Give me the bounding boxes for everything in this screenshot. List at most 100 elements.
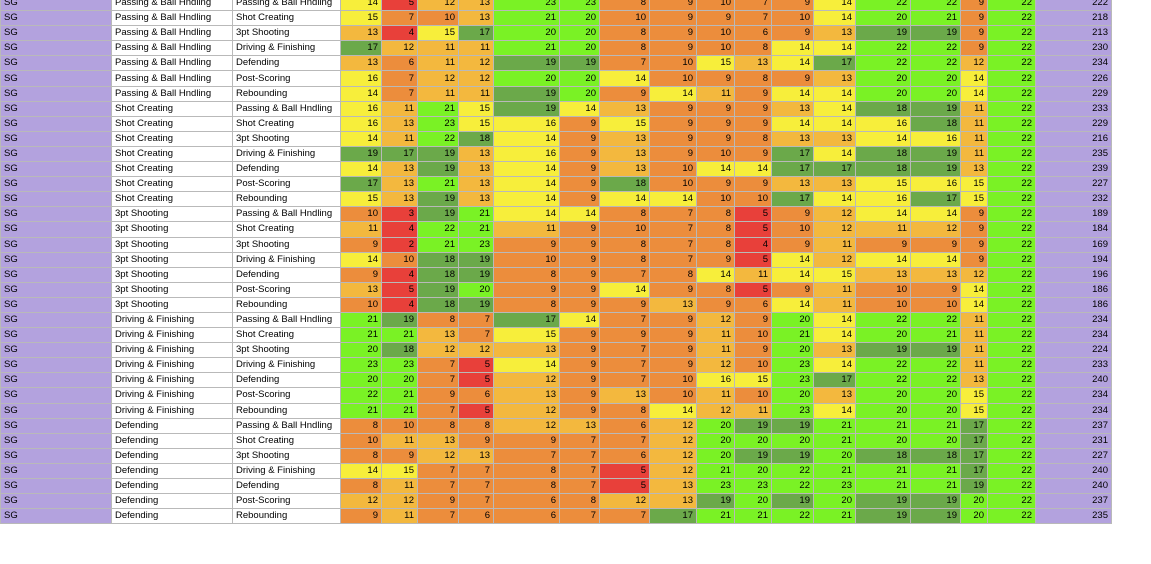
rating-cell[interactable]: 21 — [458, 221, 494, 238]
rating-cell[interactable]: 14 — [696, 266, 735, 283]
rating-cell[interactable]: 9 — [559, 115, 600, 132]
rating-cell[interactable]: 18 — [381, 342, 418, 359]
rating-cell[interactable]: 14 — [910, 251, 961, 268]
total-cell[interactable]: 213 — [1035, 25, 1112, 42]
position-cell[interactable]: SG — [0, 161, 112, 178]
build-primary-cell[interactable]: Defending — [111, 417, 233, 434]
rating-cell[interactable]: 22 — [910, 0, 961, 12]
rating-cell[interactable]: 12 — [417, 70, 459, 87]
rating-cell[interactable]: 12 — [649, 462, 697, 480]
build-secondary-cell[interactable]: Driving & Finishing — [232, 145, 341, 163]
rating-cell[interactable]: 7 — [649, 251, 697, 268]
rating-cell[interactable]: 8 — [734, 70, 772, 87]
rating-cell[interactable]: 7 — [417, 357, 459, 374]
rating-cell[interactable]: 22 — [987, 266, 1036, 283]
rating-cell[interactable]: 21 — [910, 417, 961, 434]
position-cell[interactable]: SG — [0, 145, 112, 163]
rating-cell[interactable]: 11 — [734, 266, 772, 283]
rating-cell[interactable]: 22 — [987, 342, 1036, 359]
rating-cell[interactable]: 11 — [960, 357, 988, 374]
rating-cell[interactable]: 9 — [493, 281, 560, 298]
rating-cell[interactable]: 14 — [813, 191, 856, 208]
build-primary-cell[interactable]: 3pt Shooting — [111, 221, 233, 238]
rating-cell[interactable]: 20 — [340, 342, 382, 359]
rating-cell[interactable]: 9 — [910, 236, 961, 253]
rating-cell[interactable]: 17 — [960, 417, 988, 434]
rating-cell[interactable]: 20 — [855, 85, 911, 102]
rating-cell[interactable]: 12 — [696, 357, 735, 374]
rating-cell[interactable]: 11 — [381, 130, 418, 147]
rating-cell[interactable]: 22 — [987, 100, 1036, 117]
rating-cell[interactable]: 16 — [340, 115, 382, 132]
rating-cell[interactable]: 10 — [649, 176, 697, 193]
rating-cell[interactable]: 11 — [696, 387, 735, 404]
rating-cell[interactable]: 19 — [493, 85, 560, 102]
rating-cell[interactable]: 14 — [771, 115, 814, 132]
rating-cell[interactable]: 12 — [599, 493, 650, 510]
rating-cell[interactable]: 14 — [734, 161, 772, 178]
rating-cell[interactable]: 18 — [417, 296, 459, 313]
rating-cell[interactable]: 19 — [771, 417, 814, 434]
total-cell[interactable]: 235 — [1035, 145, 1112, 163]
rating-cell[interactable]: 11 — [417, 55, 459, 72]
rating-cell[interactable]: 9 — [696, 100, 735, 117]
rating-cell[interactable]: 10 — [696, 40, 735, 57]
rating-cell[interactable]: 22 — [855, 372, 911, 389]
rating-cell[interactable]: 6 — [493, 493, 560, 510]
rating-cell[interactable]: 16 — [855, 191, 911, 208]
rating-cell[interactable]: 14 — [855, 130, 911, 147]
rating-cell[interactable]: 13 — [599, 161, 650, 178]
build-primary-cell[interactable]: 3pt Shooting — [111, 251, 233, 268]
rating-cell[interactable]: 9 — [493, 236, 560, 253]
rating-cell[interactable]: 5 — [734, 281, 772, 298]
rating-cell[interactable]: 5 — [599, 477, 650, 495]
build-primary-cell[interactable]: Shot Creating — [111, 115, 233, 132]
rating-cell[interactable]: 14 — [771, 85, 814, 102]
rating-cell[interactable]: 22 — [987, 432, 1036, 449]
rating-cell[interactable]: 8 — [599, 402, 650, 419]
rating-cell[interactable]: 22 — [987, 85, 1036, 102]
rating-cell[interactable]: 12 — [493, 417, 560, 434]
rating-cell[interactable]: 19 — [417, 191, 459, 208]
rating-cell[interactable]: 22 — [771, 508, 814, 525]
rating-cell[interactable]: 23 — [381, 357, 418, 374]
build-secondary-cell[interactable]: Passing & Ball Hndling — [232, 311, 341, 329]
rating-cell[interactable]: 17 — [381, 145, 418, 163]
build-primary-cell[interactable]: Driving & Finishing — [111, 372, 233, 389]
rating-cell[interactable]: 20 — [696, 417, 735, 434]
rating-cell[interactable]: 8 — [493, 477, 560, 495]
rating-cell[interactable]: 19 — [696, 493, 735, 510]
rating-cell[interactable]: 5 — [458, 402, 494, 419]
rating-cell[interactable]: 18 — [458, 130, 494, 147]
rating-cell[interactable]: 10 — [696, 0, 735, 12]
rating-cell[interactable]: 22 — [987, 176, 1036, 193]
rating-cell[interactable]: 9 — [559, 281, 600, 298]
build-secondary-cell[interactable]: Shot Creating — [232, 115, 341, 132]
position-cell[interactable]: SG — [0, 462, 112, 480]
rating-cell[interactable]: 22 — [987, 130, 1036, 147]
rating-cell[interactable]: 10 — [734, 357, 772, 374]
build-primary-cell[interactable]: Passing & Ball Hndling — [111, 70, 233, 87]
rating-cell[interactable]: 12 — [458, 55, 494, 72]
rating-cell[interactable]: 21 — [855, 417, 911, 434]
rating-cell[interactable]: 21 — [813, 508, 856, 525]
rating-cell[interactable]: 13 — [458, 145, 494, 163]
rating-cell[interactable]: 7 — [417, 477, 459, 495]
rating-cell[interactable]: 9 — [417, 387, 459, 404]
rating-cell[interactable]: 17 — [458, 25, 494, 42]
rating-cell[interactable]: 9 — [734, 100, 772, 117]
rating-cell[interactable]: 20 — [734, 462, 772, 480]
rating-cell[interactable]: 20 — [855, 387, 911, 404]
position-cell[interactable]: SG — [0, 281, 112, 298]
position-cell[interactable]: SG — [0, 493, 112, 510]
build-secondary-cell[interactable]: Driving & Finishing — [232, 251, 341, 268]
rating-cell[interactable]: 14 — [813, 327, 856, 344]
rating-cell[interactable]: 22 — [855, 311, 911, 329]
rating-cell[interactable]: 22 — [987, 387, 1036, 404]
build-primary-cell[interactable]: 3pt Shooting — [111, 281, 233, 298]
rating-cell[interactable]: 12 — [493, 402, 560, 419]
rating-cell[interactable]: 18 — [910, 115, 961, 132]
rating-cell[interactable]: 7 — [417, 462, 459, 480]
rating-cell[interactable]: 9 — [649, 327, 697, 344]
build-secondary-cell[interactable]: Post-Scoring — [232, 70, 341, 87]
